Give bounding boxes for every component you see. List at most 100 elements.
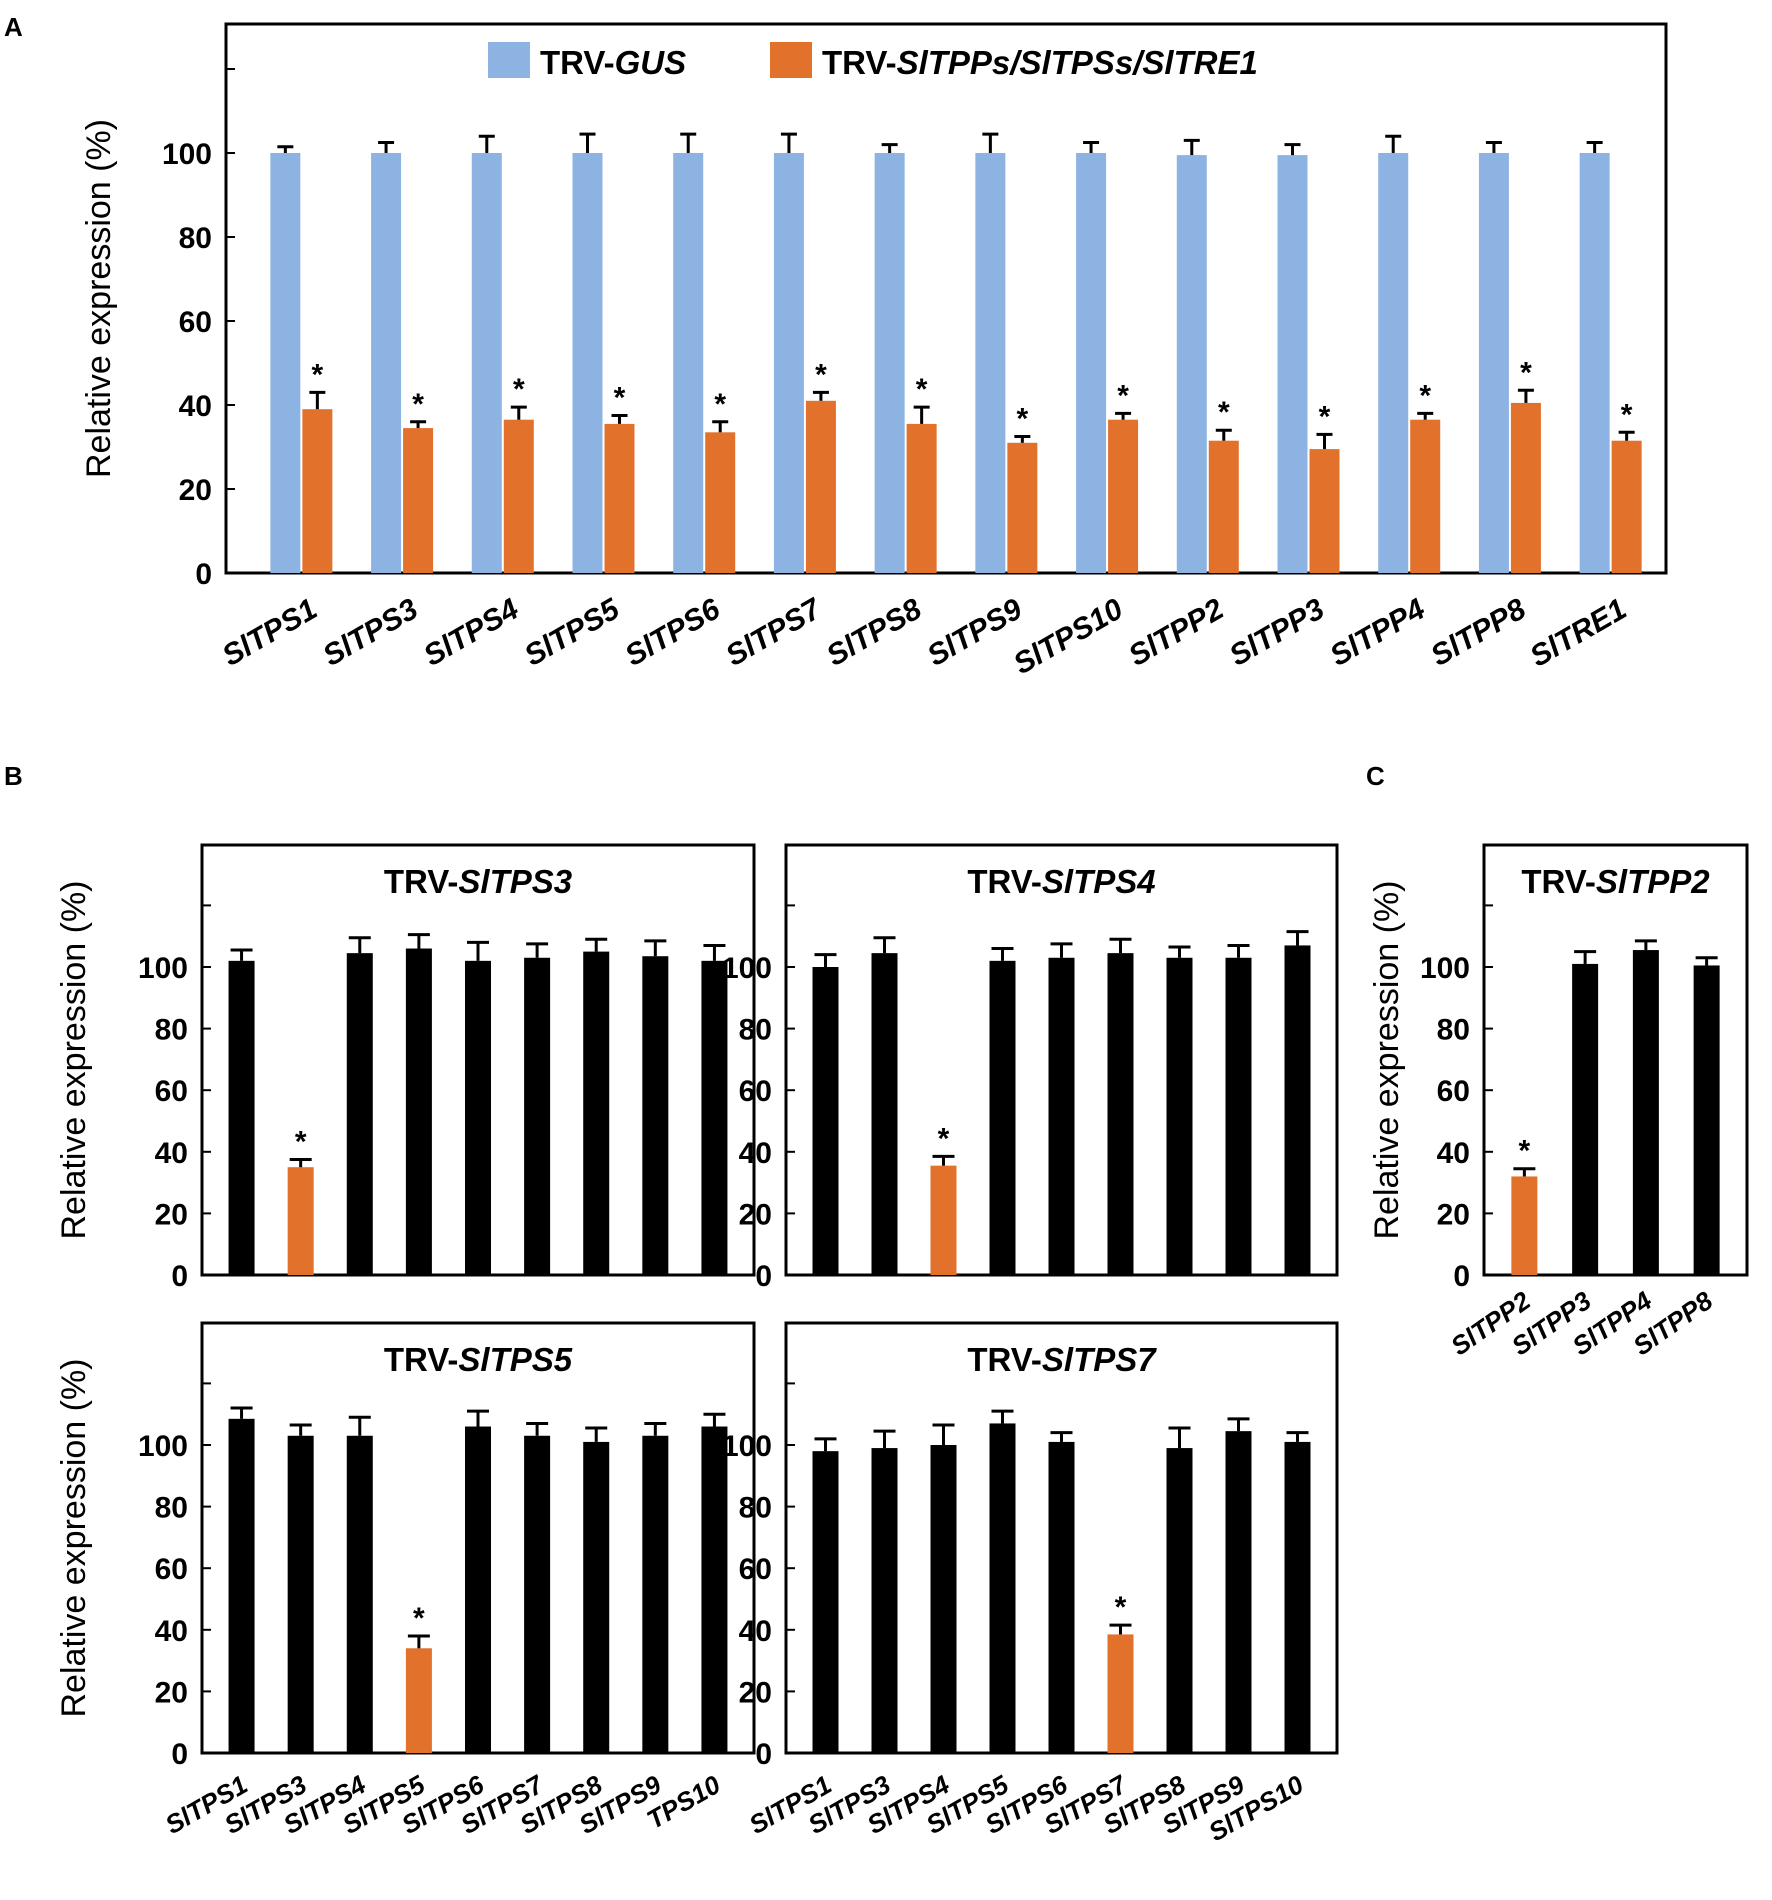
bar-B3-SlTPS7 [524, 1435, 551, 1753]
y-tick-label-C: 60 [1437, 1075, 1470, 1108]
y-axis-label-C: Relative expression (%) [1368, 880, 1406, 1239]
y-tick-label-A: 40 [179, 390, 212, 423]
bar-C-SlTPP4 [1632, 950, 1659, 1275]
significance-star: * [1218, 396, 1230, 429]
x-tick-label-A: SlTPS5 [519, 592, 626, 673]
x-tick-label-A: SlTPS6 [620, 592, 726, 672]
bar-B1-SlTPS4 [346, 953, 373, 1275]
bar-silenced-SlTRE1 [1611, 440, 1642, 573]
bar-C-SlTPP8 [1693, 965, 1720, 1275]
bar-B4-SlTPS10 [1284, 1441, 1311, 1753]
bar-B4-SlTPS3 [871, 1448, 898, 1753]
y-axis-label-B1: Relative expression (%) [55, 880, 93, 1239]
y-tick-label-C: 100 [1420, 952, 1470, 985]
bar-B2-SlTPS6 [1048, 957, 1075, 1275]
y-tick-label-B3: 40 [155, 1615, 188, 1648]
significance-star: * [714, 388, 726, 421]
y-tick-label-B1: 20 [155, 1198, 188, 1231]
y-tick-label-B3: 20 [155, 1676, 188, 1709]
y-tick-label-B3: 60 [155, 1553, 188, 1586]
bar-silenced-SlTPS9 [1007, 442, 1038, 573]
y-tick-label-B2: 20 [739, 1198, 772, 1231]
y-tick-label-A: 20 [179, 474, 212, 507]
bar-gus-SlTRE1 [1579, 153, 1610, 573]
y-tick-label-B4: 40 [739, 1615, 772, 1648]
bar-B1-SlTPS8 [583, 951, 610, 1275]
bar-gus-SlTPP4 [1378, 153, 1409, 573]
significance-star: * [1520, 356, 1532, 389]
y-tick-label-B1: 80 [155, 1014, 188, 1047]
bar-gus-SlTPS5 [572, 153, 603, 573]
panel-title-B2: TRV-SlTPS4 [967, 863, 1155, 900]
x-tick-label-A: SlTPP8 [1425, 592, 1531, 672]
bar-B3-SlTPS3 [287, 1435, 314, 1753]
y-tick-label-B1: 100 [138, 952, 188, 985]
significance-star: * [614, 382, 626, 415]
y-axis-label-A: Relative expression (%) [80, 119, 118, 478]
significance-star: * [815, 358, 827, 391]
bar-silenced-SlTPP8 [1510, 402, 1541, 573]
panel-letter-a: A [4, 12, 23, 42]
significance-star: * [312, 358, 324, 391]
bar-B1-SlTPS6 [465, 960, 491, 1275]
significance-star: * [295, 1126, 307, 1159]
plot-frame-A [224, 22, 1668, 575]
bar-B4-SlTPS5 [989, 1423, 1016, 1753]
bar-B3-SlTPS4 [346, 1435, 373, 1753]
x-tick-label-A: SlTPS7 [720, 592, 827, 673]
bar-B1-SlTPS1 [228, 960, 255, 1275]
bar-silenced-SlTPP2 [1208, 440, 1239, 573]
bar-gus-SlTPS7 [773, 153, 804, 573]
bar-silenced-SlTPS3 [403, 428, 434, 573]
bar-gus-SlTPS1 [270, 153, 301, 573]
x-tick-label-A: SlTPS8 [821, 592, 927, 672]
significance-star: * [1319, 400, 1331, 433]
bar-gus-SlTPS10 [1076, 153, 1107, 573]
panel-title-B4: TRV-SlTPS7 [967, 1341, 1157, 1378]
bar-silenced-SlTPS8 [906, 423, 937, 573]
x-tick-label-A: SlTPS3 [318, 592, 424, 672]
bar-gus-SlTPS6 [673, 153, 704, 573]
bar-B3-SlTPS5 [405, 1648, 432, 1753]
bar-B2-SlTPS9 [1225, 957, 1252, 1275]
x-tick-label-A: SlTPP4 [1325, 592, 1431, 672]
bar-B2-SlTPS7 [1107, 953, 1134, 1275]
bar-gus-SlTPP8 [1478, 153, 1509, 573]
significance-star: * [916, 373, 928, 406]
bar-B2-SlTPS3 [871, 953, 898, 1275]
significance-star: * [1117, 379, 1129, 412]
bar-silenced-SlTPS7 [805, 400, 836, 573]
bar-gus-SlTPS3 [371, 153, 402, 573]
bar-B3-SlTPS6 [465, 1426, 491, 1753]
y-tick-label-B4: 80 [739, 1492, 772, 1525]
significance-star: * [938, 1122, 950, 1155]
bar-B4-SlTPS6 [1048, 1441, 1075, 1753]
y-tick-label-B4: 60 [739, 1553, 772, 1586]
legend-label-silenced: TRV-SlTPPs/SlTPSs/SlTRE1 [822, 44, 1258, 81]
bar-B3-SlTPS9 [642, 1435, 669, 1753]
bar-silenced-SlTPP4 [1410, 419, 1441, 573]
bar-B1-SlTPS9 [642, 956, 669, 1275]
bar-B2-SlTPS1 [812, 967, 839, 1275]
x-tick-label-A: SlTPS1 [217, 592, 323, 672]
y-tick-label-B1: 0 [171, 1260, 188, 1293]
bar-C-SlTPP2 [1511, 1176, 1538, 1275]
bar-silenced-SlTPS10 [1108, 419, 1139, 573]
bar-silenced-SlTPP3 [1309, 449, 1340, 573]
bar-B2-SlTPS5 [989, 960, 1016, 1275]
bar-gus-SlTPS9 [975, 153, 1006, 573]
y-tick-label-C: 80 [1437, 1014, 1470, 1047]
y-tick-label-C: 0 [1453, 1260, 1470, 1293]
significance-star: * [1419, 379, 1431, 412]
y-tick-label-A: 60 [179, 306, 212, 339]
panel-letter-b: B [4, 761, 23, 791]
y-tick-label-B2: 80 [739, 1014, 772, 1047]
y-tick-label-B2: 40 [739, 1137, 772, 1170]
bar-silenced-SlTPS1 [302, 409, 333, 573]
panel-title-B3: TRV-SlTPS5 [384, 1341, 573, 1378]
charts-layer: 0 20 40 60 80 100 Relative expression (%) TRV-G… [55, 22, 1749, 1847]
legend-swatch-silenced [770, 42, 812, 78]
bar-C-SlTPP3 [1572, 963, 1599, 1275]
y-tick-label-A: 80 [179, 222, 212, 255]
